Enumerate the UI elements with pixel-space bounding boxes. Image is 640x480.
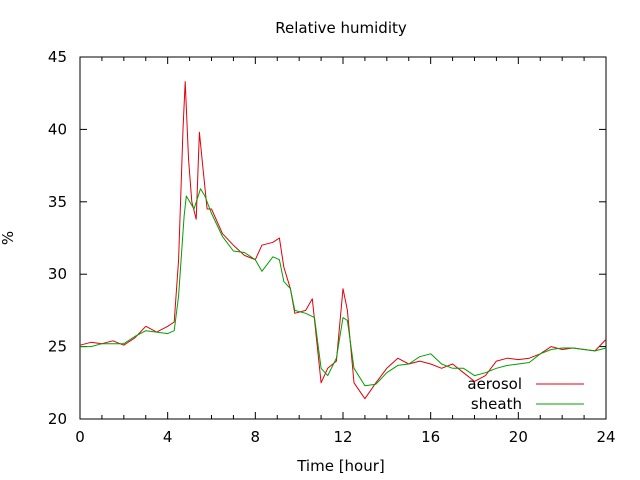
y-tick-label: 30 xyxy=(48,265,67,283)
x-tick-label: 24 xyxy=(596,428,615,446)
x-axis-label: Time [hour] xyxy=(296,457,385,475)
y-tick-label: 35 xyxy=(48,193,67,211)
x-tick-label: 16 xyxy=(421,428,440,446)
x-tick-label: 20 xyxy=(509,428,528,446)
legend-label-aerosol: aerosol xyxy=(467,375,522,393)
legend-label-sheath: sheath xyxy=(471,395,522,413)
y-tick-label: 25 xyxy=(48,338,67,356)
y-axis-label: % xyxy=(0,231,17,245)
x-tick-label: 4 xyxy=(163,428,173,446)
y-tick-label: 45 xyxy=(48,48,67,66)
y-tick-label: 40 xyxy=(48,120,67,138)
y-axis-ticks: 20 25 30 35 40 45 xyxy=(48,48,606,428)
legend: aerosol sheath xyxy=(467,375,584,413)
series-line-aerosol xyxy=(79,81,607,400)
plot-frame xyxy=(79,56,607,420)
x-tick-label: 8 xyxy=(251,428,261,446)
x-tick-label: 0 xyxy=(75,428,85,446)
x-tick-label: 12 xyxy=(333,428,352,446)
y-tick-label: 20 xyxy=(48,410,67,428)
chart-title: Relative humidity xyxy=(275,19,407,37)
series-line-sheath xyxy=(80,188,607,387)
plot-border xyxy=(79,56,607,420)
x-axis-ticks: 0 4 8 12 16 20 24 xyxy=(75,57,616,446)
series-layer xyxy=(79,81,607,400)
